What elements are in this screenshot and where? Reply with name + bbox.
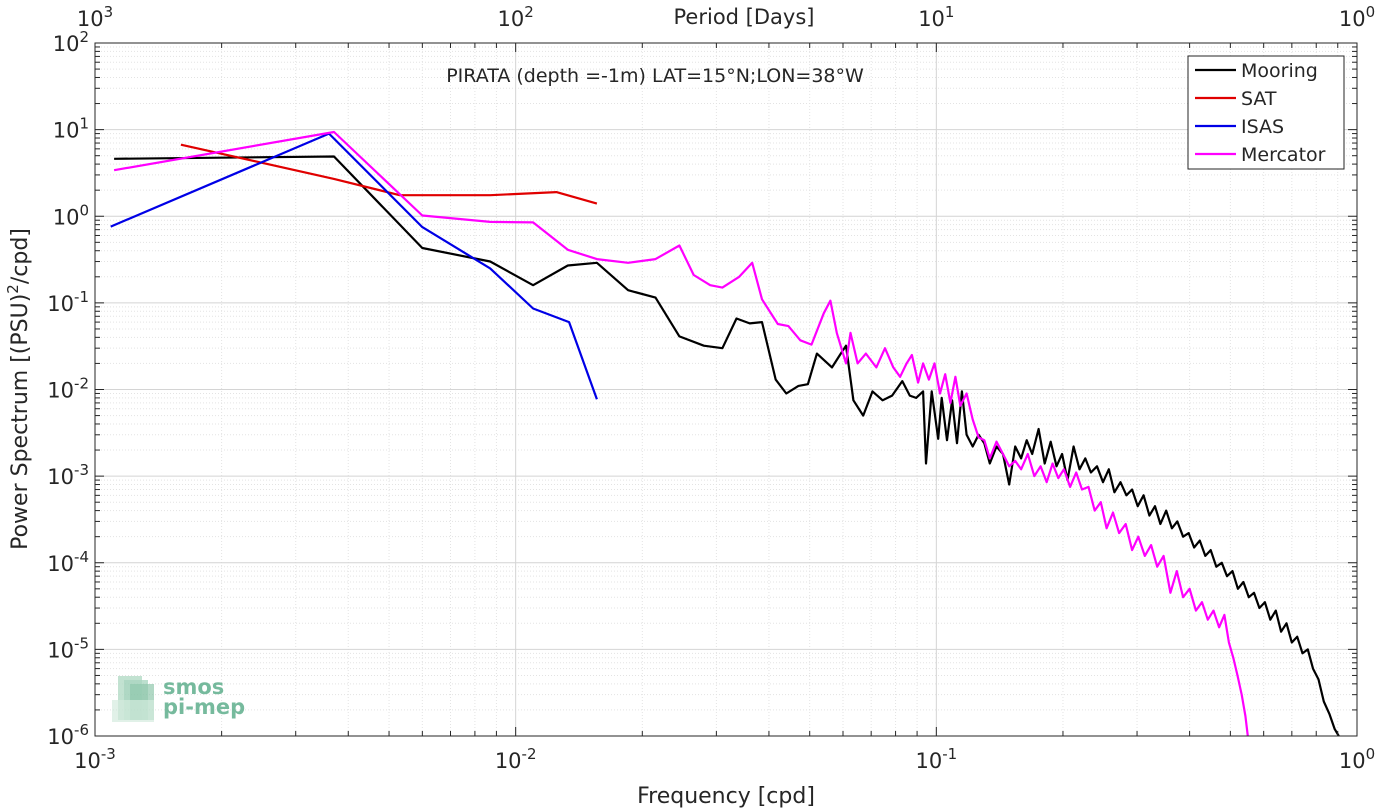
- y-tick-label: 100: [53, 201, 89, 229]
- period-tick-label-exponent: 2: [524, 3, 534, 21]
- period-tick-label: 102: [498, 3, 534, 31]
- x-tick-label-exponent: -2: [522, 745, 537, 763]
- period-axis-label: Period [Days]: [674, 5, 815, 29]
- y-tick-label-base: 10: [47, 638, 74, 662]
- y-axis-label: Power Spectrum [(PSU)2/cpd]: [4, 228, 33, 550]
- x-tick-label: 10-3: [74, 745, 116, 773]
- y-axis-label-main: Power Spectrum [(PSU): [8, 294, 33, 550]
- y-tick-label-base: 10: [47, 292, 74, 316]
- legend: Mooring SAT ISAS Mercator: [1187, 55, 1345, 170]
- period-tick-label-exponent: 0: [1366, 3, 1376, 21]
- minor-grid: [95, 43, 1357, 736]
- y-tick-label: 10-1: [47, 288, 89, 316]
- y-tick-label-exponent: 0: [79, 201, 89, 219]
- y-axis-label-superscript: 2: [4, 284, 22, 294]
- x-tick-label-exponent: 0: [1366, 745, 1376, 763]
- x-tick-labels: 10-3 10-2 10-1 100: [74, 745, 1375, 773]
- x-tick-label-base: 10: [74, 749, 101, 773]
- y-tick-label-base: 10: [47, 725, 74, 749]
- period-tick-label-base: 10: [918, 7, 945, 31]
- legend-items: Mooring SAT ISAS Mercator: [1195, 60, 1326, 166]
- legend-label-mercator: Mercator: [1241, 144, 1326, 166]
- period-tick-label-base: 10: [1339, 7, 1366, 31]
- y-tick-label: 10-2: [47, 375, 89, 403]
- period-tick-labels: 103 102 101 100: [77, 3, 1375, 31]
- period-tick-label-exponent: 1: [945, 3, 955, 21]
- period-tick-label-base: 10: [77, 7, 104, 31]
- watermark-logo-icon: [112, 676, 154, 722]
- y-tick-label-exponent: -6: [74, 721, 89, 739]
- x-tick-label: 10-1: [915, 745, 957, 773]
- series-layer: [110, 130, 1340, 736]
- y-tick-label-base: 10: [53, 119, 80, 143]
- watermark-line1: smos: [163, 675, 224, 699]
- y-axis-label-tail: /cpd]: [8, 228, 33, 284]
- x-tick-label-base: 10: [915, 749, 942, 773]
- y-tick-label-exponent: 1: [79, 115, 89, 133]
- y-tick-label-exponent: -1: [74, 288, 89, 306]
- x-tick-label-base: 10: [495, 749, 522, 773]
- y-tick-label: 10-5: [47, 634, 89, 662]
- x-axis-label: Frequency [cpd]: [637, 784, 815, 809]
- x-tick-label-base: 10: [1339, 749, 1366, 773]
- y-tick-label: 102: [53, 28, 89, 56]
- legend-label-mooring: Mooring: [1241, 60, 1318, 82]
- y-tick-label-base: 10: [53, 32, 80, 56]
- period-tick-label-base: 10: [498, 7, 525, 31]
- period-tick-label: 101: [918, 3, 954, 31]
- chart-title: PIRATA (depth =-1m) LAT=15°N;LON=38°W: [446, 65, 864, 87]
- legend-label-isas: ISAS: [1241, 116, 1284, 138]
- smos-pi-mep-watermark: smos pi-mep: [112, 675, 245, 722]
- y-tick-label: 10-4: [47, 548, 89, 576]
- y-tick-label: 10-6: [47, 721, 89, 749]
- period-tick-label: 100: [1339, 3, 1375, 31]
- y-tick-label-base: 10: [53, 205, 80, 229]
- series-line-mercator: [113, 130, 1249, 736]
- legend-box: [1187, 55, 1345, 170]
- y-tick-label-exponent: -5: [74, 634, 89, 652]
- y-tick-label-base: 10: [47, 465, 74, 489]
- tick-marks: [94, 42, 1358, 737]
- period-tick-label-exponent: 3: [104, 3, 114, 21]
- y-tick-label: 101: [53, 115, 89, 143]
- series-line-sat: [180, 143, 598, 205]
- y-tick-label-exponent: -4: [74, 548, 89, 566]
- y-tick-label-exponent: -2: [74, 375, 89, 393]
- y-tick-label-base: 10: [47, 552, 74, 576]
- x-tick-label-exponent: -3: [101, 745, 116, 763]
- x-tick-label: 10-2: [495, 745, 537, 773]
- x-tick-label: 100: [1339, 745, 1375, 773]
- legend-label-sat: SAT: [1241, 88, 1277, 110]
- y-tick-label-exponent: 2: [79, 28, 89, 46]
- y-tick-label-base: 10: [47, 379, 74, 403]
- y-tick-label: 10-3: [47, 461, 89, 489]
- x-tick-label-exponent: -1: [942, 745, 957, 763]
- period-tick-label: 103: [77, 3, 113, 31]
- y-tick-label-exponent: -3: [74, 461, 89, 479]
- watermark-line2: pi-mep: [163, 695, 245, 719]
- series-line-mooring: [114, 155, 1340, 736]
